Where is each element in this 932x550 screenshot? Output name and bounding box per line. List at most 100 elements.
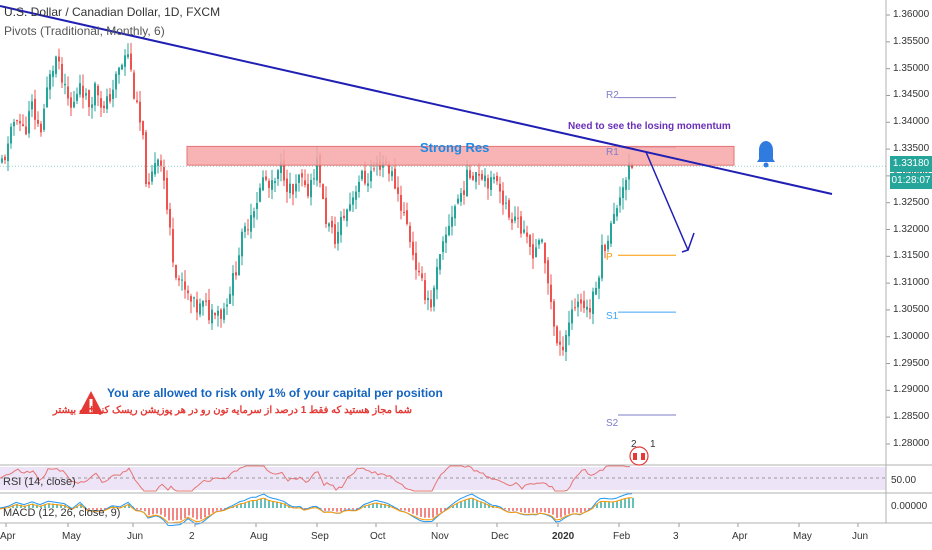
candle-body (577, 301, 579, 308)
candle-body (217, 310, 219, 316)
macd-bar (444, 508, 446, 511)
candle-body (403, 212, 405, 214)
macd-bar (476, 499, 478, 508)
macd-bar (320, 508, 322, 509)
price-tick-label: 1.33500 (893, 143, 930, 155)
candle-body (49, 74, 51, 90)
price-tick-label: 1.32000 (893, 223, 930, 235)
macd-bar (620, 499, 622, 508)
macd-bar (256, 500, 258, 508)
candle-body (502, 190, 504, 205)
candle-body (364, 170, 366, 184)
macd-bar (616, 501, 618, 508)
rsi-label[interactable]: RSI (14, close) (3, 476, 76, 488)
macd-bar (432, 508, 434, 518)
macd-bar (24, 505, 26, 508)
candle-body (256, 202, 258, 210)
macd-label[interactable]: MACD (12, 26, close, 9) (3, 507, 121, 519)
macd-bar (344, 508, 346, 510)
price-tick-label: 1.29500 (893, 357, 930, 369)
candle-body (25, 126, 27, 135)
candle-body (289, 183, 291, 194)
candle-body (220, 309, 222, 319)
signal-line (0, 497, 633, 524)
macd-bar (36, 504, 38, 508)
price-tick-label: 1.32500 (893, 196, 930, 208)
trendline (0, 5, 833, 195)
macd-bar (332, 508, 334, 511)
flag-icon[interactable] (629, 446, 649, 466)
candle-body (109, 94, 111, 102)
macd-bar (348, 508, 350, 510)
time-tick-label: Oct (370, 531, 386, 542)
rsi-path (0, 465, 631, 492)
countdown-badge: 01:28:07 (890, 173, 932, 189)
candle-body (280, 162, 282, 173)
symbol-title[interactable]: U.S. Dollar / Canadian Dollar, 1D, FXCM (4, 5, 221, 19)
candle-body (67, 86, 69, 99)
candle-body (448, 225, 450, 236)
candle-body (523, 229, 525, 233)
bell-icon[interactable] (757, 141, 775, 168)
macd-bar (104, 508, 106, 510)
macd-bar (216, 508, 218, 511)
candle-body (358, 181, 360, 192)
macd-bar (68, 506, 70, 508)
candle-body (121, 64, 123, 70)
candle-body (355, 191, 357, 200)
macd-bar (276, 501, 278, 508)
candle-body (70, 97, 72, 108)
macd-bar (376, 502, 378, 508)
candle-body (232, 273, 234, 296)
macd-bar (504, 508, 506, 510)
candle-body (406, 210, 408, 224)
macd-bar (92, 508, 94, 510)
macd-bar (180, 508, 182, 520)
candle-body (100, 98, 102, 108)
candle-body (529, 235, 531, 247)
candle-body (97, 85, 99, 96)
candle-body (178, 278, 180, 281)
macd-bar (284, 503, 286, 508)
macd-bar (148, 508, 150, 516)
strong-res-zone (186, 145, 735, 166)
candle-body (211, 309, 213, 324)
candle-body (604, 244, 606, 252)
macd-bar (416, 508, 418, 516)
macd-bar (544, 508, 546, 513)
time-tick-label: Feb (613, 531, 631, 542)
candle-body (328, 223, 330, 227)
candle-body (88, 90, 90, 108)
candle-body (466, 169, 468, 197)
candle-body (628, 162, 630, 180)
candle-body (592, 291, 594, 315)
macd-bar (12, 505, 14, 508)
price-tick-label: 1.36000 (893, 9, 930, 21)
candle-body (415, 252, 417, 270)
candle-body (274, 181, 276, 183)
macd-bar (368, 504, 370, 508)
macd-bar (520, 508, 522, 513)
price-tick-label: 1.29000 (893, 384, 930, 396)
macd-bar (160, 508, 162, 515)
macd-bar (600, 501, 602, 508)
macd-bar (456, 503, 458, 508)
macd-bar (428, 508, 430, 518)
candle-body (427, 297, 429, 301)
macd-bar (632, 497, 634, 508)
macd-bar (264, 498, 266, 508)
candle-body (325, 197, 327, 224)
candle-body (436, 267, 438, 290)
candle-body (295, 183, 297, 192)
macd-bar (56, 504, 58, 508)
candle-body (64, 83, 66, 86)
candle-body (445, 234, 447, 243)
macd-bar (32, 503, 34, 508)
candle-body (55, 56, 57, 74)
candle-body (28, 111, 30, 134)
macd-bar (488, 504, 490, 508)
indicator-title[interactable]: Pivots (Traditional, Monthly, 6) (4, 24, 165, 38)
pivot-r1-label: R1 (606, 147, 619, 158)
macd-bar (352, 508, 354, 510)
